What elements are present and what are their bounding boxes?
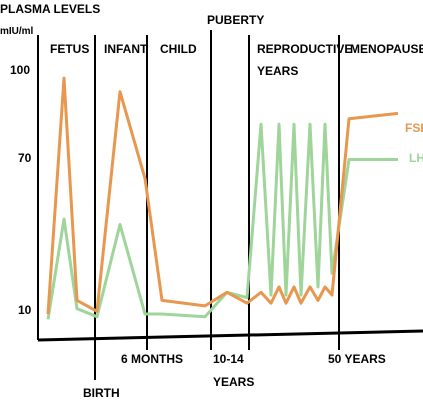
phase-label-reproductive: REPRODUCTIVE: [257, 42, 352, 56]
legend-lh: LH: [409, 151, 423, 165]
birth-label: BIRTH: [83, 386, 120, 400]
phase-label-fetus: FETUS: [50, 42, 89, 56]
legend-fsh: FSH: [405, 121, 423, 135]
years-label: YEARS: [213, 375, 254, 389]
phase-label-menopause: MENOPAUSE: [350, 42, 423, 56]
y-axis-unit: mIU/ml: [0, 26, 34, 37]
fifty-years-label: 50 YEARS: [328, 352, 386, 366]
phase-label-infant: INFANT: [104, 42, 148, 56]
y-tick-label-10: 10: [18, 303, 32, 317]
phase-label-years: YEARS: [257, 64, 298, 78]
y-tick-label-100: 100: [10, 63, 30, 77]
six-months-label: 6 MONTHS: [121, 352, 183, 366]
puberty-label: PUBERTY: [207, 13, 264, 27]
baseline: [37, 329, 423, 342]
age-10-14-label: 10-14: [213, 352, 244, 366]
phase-label-child: CHILD: [160, 42, 197, 56]
series-line-fsh: [46, 76, 399, 315]
series-layer: [46, 76, 399, 320]
y-axis-label: PLASMA LEVELS: [0, 2, 100, 16]
series-line-lh: [46, 122, 398, 320]
y-tick-label-70: 70: [18, 151, 32, 165]
